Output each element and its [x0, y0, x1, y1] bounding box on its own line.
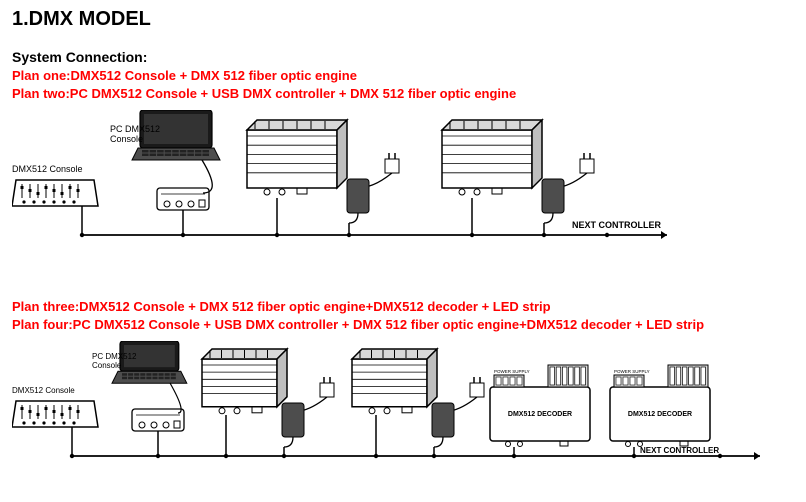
svg-text:DMX512 DECODER: DMX512 DECODER — [628, 411, 692, 418]
plan-two-text: Plan two:PC DMX512 Console + USB DMX con… — [12, 85, 794, 103]
page-title: 1.DMX MODEL — [12, 8, 794, 31]
svg-text:POWER SUPPLY: POWER SUPPLY — [494, 369, 530, 374]
svg-text:Console: Console — [92, 361, 122, 370]
system-connection-heading: System Connection: — [12, 49, 794, 65]
svg-text:PC DMX512: PC DMX512 — [110, 124, 160, 134]
svg-text:PC DMX512: PC DMX512 — [92, 352, 137, 361]
svg-text:Console: Console — [110, 134, 143, 144]
plan-one-text: Plan one:DMX512 Console + DMX 512 fiber … — [12, 67, 794, 85]
svg-text:DMX512 Console: DMX512 Console — [12, 386, 75, 395]
svg-text:DMX512 DECODER: DMX512 DECODER — [508, 411, 572, 418]
svg-text:DMX512 Console: DMX512 Console — [12, 164, 83, 174]
plan-four-text: Plan four:PC DMX512 Console + USB DMX co… — [12, 316, 794, 334]
diagram-section-2: PC DMX512Console DMX512 Console POWER SUPP… — [12, 341, 794, 491]
connection-diagram-2: PC DMX512Console DMX512 Console POWER SUPP… — [12, 341, 792, 491]
connection-diagram-1: PC DMX512Console DMX512 Console NEXT CONTR… — [12, 110, 792, 270]
diagram-section-1: PC DMX512Console DMX512 Console NEXT CONTR… — [12, 110, 794, 270]
svg-text:POWER SUPPLY: POWER SUPPLY — [614, 369, 650, 374]
svg-text:NEXT CONTROLLER: NEXT CONTROLLER — [640, 446, 719, 455]
svg-text:NEXT CONTROLLER: NEXT CONTROLLER — [572, 220, 661, 230]
plan-three-text: Plan three:DMX512 Console + DMX 512 fibe… — [12, 298, 794, 316]
